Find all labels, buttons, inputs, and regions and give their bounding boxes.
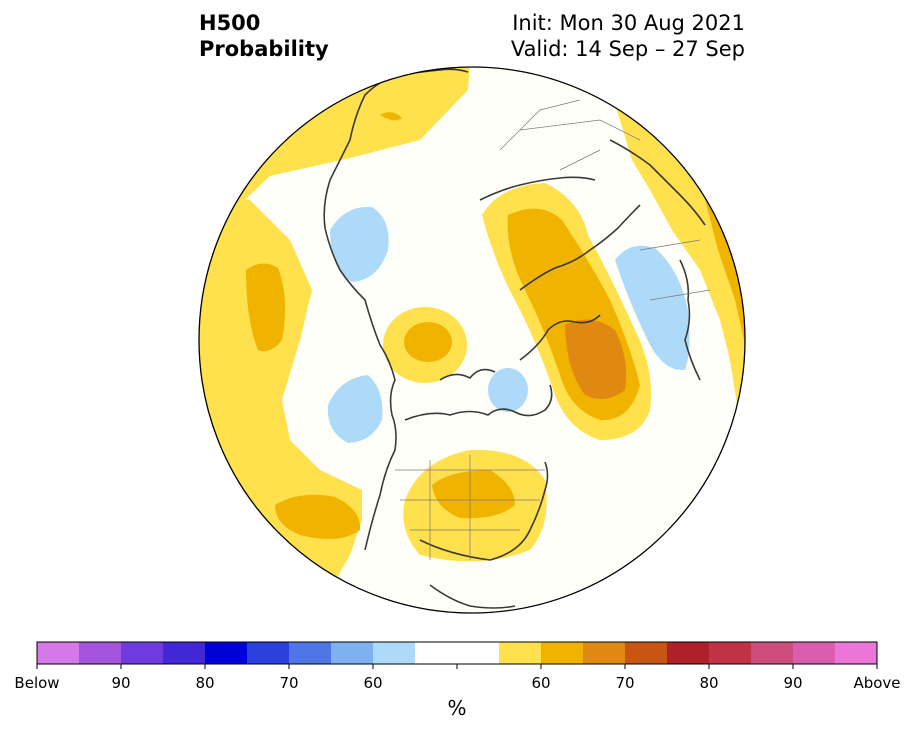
colorbar-swatch [793,642,836,664]
colorbar-tick-label: Above [853,674,901,692]
title-block: H500 Probability [199,10,329,62]
colorbar-swatch [625,642,668,664]
colorbar-tick-label: 80 [195,674,215,692]
anomaly-below-55 [327,206,690,443]
map-disk [199,67,745,613]
colorbar-tick-label: 80 [699,674,719,692]
colorbar-swatch [37,642,80,664]
colorbar-tick-label: 60 [531,674,551,692]
colorbar-tick-label: Below [14,674,60,692]
colorbar-swatch [163,642,206,664]
product-title: Probability [199,37,329,61]
borders [395,99,711,560]
coastlines [323,68,706,609]
colorbar-swatch [331,642,374,664]
colorbar-tick-label: 70 [279,674,299,692]
colorbar-swatch [289,642,332,664]
probability-map [198,66,746,614]
colorbar-swatch [541,642,584,664]
date-block: Init: Mon 30 Aug 2021 Valid: 14 Sep – 27… [511,10,745,62]
colorbar-swatch [709,642,752,664]
colorbar-unit-label: % [447,696,467,720]
colorbar-swatch [583,642,626,664]
colorbar-swatch [79,642,122,664]
anomaly-above-65 [565,319,627,399]
globe-outline [198,66,746,614]
colorbar-swatches [37,642,878,664]
colorbar-swatch [457,642,500,664]
colorbar-ticks [36,664,878,669]
variable-title: H500 [199,11,261,35]
valid-date: Valid: 14 Sep – 27 Sep [510,37,745,61]
colorbar-tick-label: 90 [783,674,803,692]
colorbar-swatch [499,642,542,664]
colorbar-tick-label: 90 [111,674,131,692]
init-date: Init: Mon 30 Aug 2021 [512,11,745,35]
colorbar-tick-label: 70 [615,674,635,692]
colorbar-swatch [205,642,248,664]
colorbar-swatch [667,642,710,664]
colorbar-swatch [121,642,164,664]
colorbar-swatch [247,642,290,664]
colorbar-swatch [751,642,794,664]
colorbar-swatch [373,642,416,664]
colorbar-swatch [835,642,878,664]
colorbar-swatch [415,642,458,664]
colorbar-tick-label: 60 [363,674,383,692]
